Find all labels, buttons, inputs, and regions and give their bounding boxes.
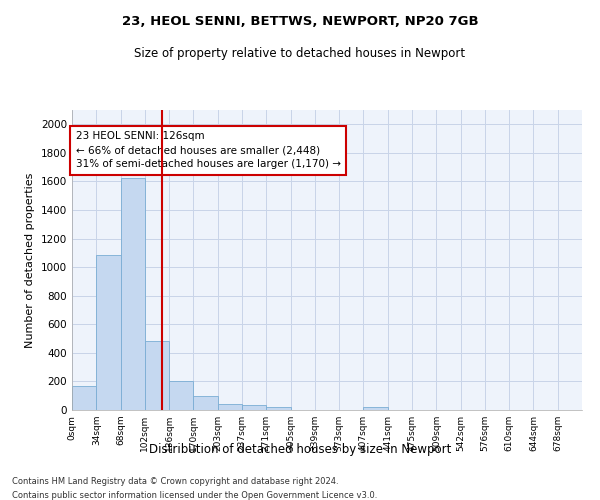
Bar <box>169 382 193 410</box>
Text: 23 HEOL SENNI: 126sqm
← 66% of detached houses are smaller (2,448)
31% of semi-d: 23 HEOL SENNI: 126sqm ← 66% of detached … <box>76 132 341 170</box>
Text: Contains public sector information licensed under the Open Government Licence v3: Contains public sector information licen… <box>12 491 377 500</box>
Bar <box>364 407 388 410</box>
Bar <box>96 255 121 410</box>
Text: 23, HEOL SENNI, BETTWS, NEWPORT, NP20 7GB: 23, HEOL SENNI, BETTWS, NEWPORT, NP20 7G… <box>122 15 478 28</box>
Bar <box>266 407 290 410</box>
Bar <box>145 342 169 410</box>
Bar <box>121 178 145 410</box>
Text: Size of property relative to detached houses in Newport: Size of property relative to detached ho… <box>134 48 466 60</box>
Bar <box>72 386 96 410</box>
Y-axis label: Number of detached properties: Number of detached properties <box>25 172 35 348</box>
Bar <box>218 404 242 410</box>
Text: Contains HM Land Registry data © Crown copyright and database right 2024.: Contains HM Land Registry data © Crown c… <box>12 478 338 486</box>
Text: Distribution of detached houses by size in Newport: Distribution of detached houses by size … <box>149 442 451 456</box>
Bar <box>193 396 218 410</box>
Bar <box>242 405 266 410</box>
